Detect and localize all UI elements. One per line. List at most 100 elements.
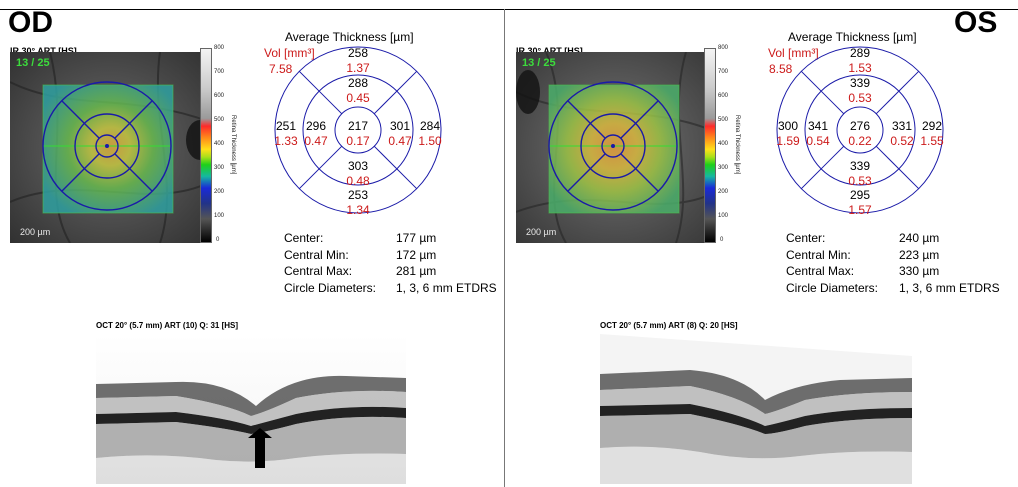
colorbar-tick: 200 — [718, 189, 729, 195]
center-volume: 0.17 — [346, 134, 370, 148]
colorbar-tick: 600 — [718, 93, 729, 99]
colorbar-tick: 200 — [214, 189, 225, 195]
outer-nasal-volume: 1.55 — [920, 134, 944, 148]
scale-bar-label: 200 µm — [526, 227, 557, 237]
thickness-stats: Center: 240 µm Central Min: 223 µm Central… — [786, 230, 1014, 296]
eye-label-od: OD — [8, 6, 53, 39]
stat-label: Center: — [284, 231, 324, 245]
os-panel: OS IR 30° ART [HS] — [506, 0, 1014, 487]
colorbar-tick: 400 — [214, 141, 225, 147]
colorbar-tick: 300 — [214, 165, 225, 171]
oct-bscan — [600, 334, 912, 484]
total-volume: 8.58 — [769, 62, 793, 76]
panel-divider — [504, 9, 505, 487]
outer-temporal-thickness: 300 — [778, 119, 798, 133]
inner-temporal-volume: 0.47 — [304, 134, 328, 148]
inner-nasal-thickness: 301 — [390, 119, 410, 133]
volume-label: Vol [mm³] — [768, 46, 819, 60]
stat-label: Center: — [786, 231, 826, 245]
colorbar-title: Retina Thickness [µm] — [734, 115, 740, 175]
outer-superior-thickness: 258 — [348, 46, 368, 60]
colorbar-title: Retina Thickness [µm] — [230, 115, 236, 175]
scale-bar-label: 200 µm — [20, 227, 51, 237]
center-thickness: 217 — [348, 119, 368, 133]
inner-inferior-volume: 0.53 — [848, 174, 872, 188]
center-volume: 0.22 — [848, 134, 872, 148]
stat-value: 281 µm — [396, 264, 437, 278]
inner-inferior-thickness: 303 — [348, 159, 368, 173]
stat-row-diameters: Circle Diameters: 1, 3, 6 mm ETDRS — [786, 280, 1014, 297]
stat-value: 223 µm — [899, 247, 940, 262]
colorbar-tick: 700 — [214, 69, 225, 75]
colorbar-tick: 100 — [214, 213, 225, 219]
stat-row-min: Central Min: 172 µm — [284, 247, 508, 264]
od-panel: OD IR 30° ART [HS] — [0, 0, 508, 487]
inner-inferior-volume: 0.48 — [346, 174, 370, 188]
outer-superior-thickness: 289 — [850, 46, 870, 60]
colorbar-tick: 600 — [214, 93, 225, 99]
stat-value: 330 µm — [899, 264, 940, 278]
outer-inferior-thickness: 295 — [850, 188, 870, 202]
oct-label: OCT 20° (5.7 mm) ART (8) Q: 20 [HS] — [600, 321, 738, 330]
avg-thickness-title: Average Thickness [µm] — [285, 30, 414, 44]
colorbar-tick: 400 — [718, 141, 729, 147]
colorbar-tick: 500 — [718, 117, 729, 123]
stat-row-diameters: Circle Diameters: 1, 3, 6 mm ETDRS — [284, 280, 508, 297]
inner-temporal-thickness: 296 — [306, 119, 326, 133]
scan-counter: 13 / 25 — [16, 57, 50, 69]
stat-label: Circle Diameters: — [284, 280, 377, 295]
inner-nasal-volume: 0.47 — [388, 134, 412, 148]
thickness-stats: Center: 177 µm Central Min: 172 µm Central… — [284, 230, 508, 296]
colorbar-tick: 100 — [718, 213, 729, 219]
colorbar — [704, 48, 716, 243]
etdrs-chart: 289 1.53 339 0.53 300 1.59 341 0.54 276 … — [776, 46, 944, 217]
header-rule — [0, 9, 1018, 10]
stat-row-center: Center: 177 µm — [284, 230, 508, 247]
fundus-label: IR 30° ART [HS] — [10, 46, 77, 56]
inner-superior-thickness: 288 — [348, 76, 368, 90]
inner-nasal-thickness: 331 — [892, 119, 912, 133]
inner-nasal-volume: 0.52 — [890, 134, 914, 148]
outer-temporal-volume: 1.59 — [776, 134, 800, 148]
outer-superior-volume: 1.37 — [346, 61, 370, 75]
stat-row-min: Central Min: 223 µm — [786, 247, 1014, 264]
stat-label: Circle Diameters: — [786, 280, 879, 295]
stat-label: Central Max: — [284, 264, 353, 278]
outer-nasal-thickness: 292 — [922, 119, 942, 133]
oct-label: OCT 20° (5.7 mm) ART (10) Q: 31 [HS] — [96, 321, 239, 330]
avg-thickness-title: Average Thickness [µm] — [788, 30, 917, 44]
stat-label: Central Max: — [786, 264, 855, 278]
eye-label-os: OS — [954, 6, 998, 39]
stat-value: 1, 3, 6 mm ETDRS — [396, 280, 497, 295]
colorbar-tick: 0 — [216, 237, 220, 243]
stat-row-center: Center: 240 µm — [786, 230, 1014, 247]
outer-inferior-thickness: 253 — [348, 188, 368, 202]
inner-temporal-thickness: 341 — [808, 119, 828, 133]
inner-superior-volume: 0.53 — [848, 91, 872, 105]
inner-superior-thickness: 339 — [850, 76, 870, 90]
stat-row-max: Central Max: 330 µm — [786, 263, 1014, 280]
outer-inferior-volume: 1.34 — [346, 203, 370, 217]
outer-superior-volume: 1.53 — [848, 61, 872, 75]
stat-value: 1, 3, 6 mm ETDRS — [899, 280, 1000, 295]
etdrs-chart: 258 1.37 288 0.45 251 1.33 296 0.47 217 … — [274, 46, 442, 217]
inner-superior-volume: 0.45 — [346, 91, 370, 105]
inner-inferior-thickness: 339 — [850, 159, 870, 173]
scan-counter: 13 / 25 — [522, 57, 556, 69]
total-volume: 7.58 — [269, 62, 293, 76]
inner-temporal-volume: 0.54 — [806, 134, 830, 148]
volume-label: Vol [mm³] — [264, 46, 315, 60]
stat-value: 177 µm — [396, 231, 437, 245]
colorbar-tick: 800 — [718, 45, 729, 51]
center-thickness: 276 — [850, 119, 870, 133]
colorbar-tick: 500 — [214, 117, 225, 123]
colorbar-tick: 800 — [214, 45, 225, 51]
oct-bscan — [96, 334, 406, 484]
stat-value: 172 µm — [396, 247, 437, 262]
fundus-thickness-map: 13 / 25 200 µm — [516, 52, 716, 243]
stat-label: Central Min: — [284, 247, 349, 262]
colorbar-tick: 700 — [718, 69, 729, 75]
fundus-thickness-map: 13 / 25 200 µm — [10, 52, 210, 243]
outer-temporal-thickness: 251 — [276, 119, 296, 133]
stat-value: 240 µm — [899, 231, 940, 245]
